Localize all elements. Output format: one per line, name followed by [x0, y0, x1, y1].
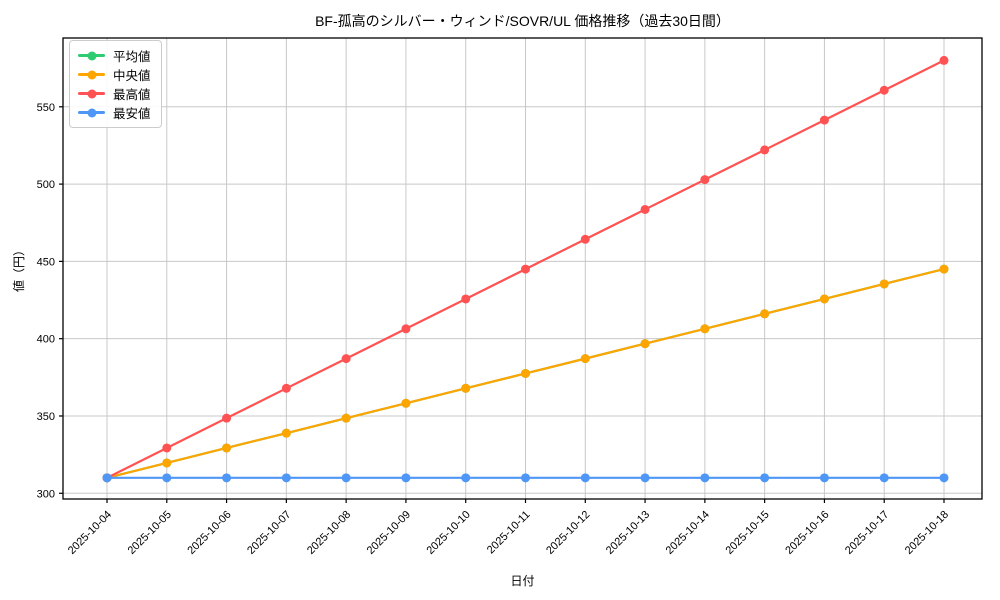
data-point — [760, 473, 770, 483]
data-point — [461, 383, 471, 393]
x-tick-label: 2025-10-16 — [783, 509, 831, 557]
x-tick-label: 2025-10-13 — [604, 509, 652, 557]
y-tick-label: 350 — [37, 411, 55, 423]
data-point — [281, 383, 291, 393]
data-point — [162, 473, 172, 483]
legend-line-marker-icon — [78, 108, 105, 117]
x-axis-label: 日付 — [510, 574, 535, 588]
data-point — [341, 354, 351, 364]
x-tick-label: 2025-10-05 — [126, 509, 174, 557]
data-point — [461, 294, 471, 304]
data-point — [401, 324, 411, 334]
data-point — [580, 234, 590, 244]
legend-dot-icon — [87, 51, 96, 60]
legend-line-marker-icon — [78, 70, 105, 79]
data-point — [580, 354, 590, 364]
data-point — [401, 473, 411, 483]
data-point — [939, 473, 949, 483]
data-point — [341, 413, 351, 423]
data-point — [760, 145, 770, 155]
data-point — [640, 339, 650, 349]
data-point — [162, 443, 172, 453]
data-point — [281, 473, 291, 483]
x-tick-label: 2025-10-14 — [664, 509, 712, 557]
x-tick-label: 2025-10-15 — [723, 509, 771, 557]
legend-line-marker-icon — [78, 89, 105, 98]
x-tick-label: 2025-10-09 — [365, 509, 413, 557]
chart-title: BF-孤高のシルバー・ウィンド/SOVR/UL 価格推移（過去30日間） — [315, 13, 730, 29]
data-point — [281, 428, 291, 438]
data-point — [879, 473, 889, 483]
legend-item: 中央値 — [78, 65, 151, 84]
data-point — [700, 324, 710, 334]
data-point — [760, 309, 770, 319]
legend-dot-icon — [87, 108, 96, 117]
data-point — [819, 473, 829, 483]
data-point — [521, 368, 530, 378]
data-point — [521, 264, 530, 274]
x-tick-label: 2025-10-18 — [903, 509, 951, 557]
data-point — [700, 175, 710, 185]
data-point — [401, 398, 411, 408]
legend-dot-icon — [87, 70, 96, 79]
legend-dot-icon — [87, 89, 96, 98]
y-tick-label: 400 — [37, 334, 55, 346]
legend-label: 最高値 — [113, 88, 151, 102]
x-tick-label: 2025-10-06 — [185, 509, 233, 557]
data-point — [162, 458, 172, 468]
data-point — [222, 413, 232, 423]
chart-legend: 平均値中央値最高値最安値 — [69, 40, 162, 128]
data-point — [640, 204, 650, 214]
legend-item: 最安値 — [78, 103, 151, 122]
data-point — [640, 473, 650, 483]
data-point — [879, 279, 889, 289]
data-point — [819, 115, 829, 125]
data-point — [939, 55, 949, 65]
data-point — [222, 473, 232, 483]
x-tick-label: 2025-10-12 — [544, 509, 592, 557]
x-tick-label: 2025-10-10 — [425, 509, 473, 557]
x-tick-label: 2025-10-04 — [66, 509, 114, 557]
legend-label: 平均値 — [113, 50, 151, 64]
x-tick-label: 2025-10-17 — [843, 509, 891, 557]
y-tick-label: 450 — [37, 256, 55, 268]
data-point — [521, 473, 530, 483]
data-point — [461, 473, 471, 483]
data-point — [700, 473, 710, 483]
data-point — [819, 294, 829, 304]
plot-border — [62, 37, 983, 500]
y-tick-label: 300 — [37, 488, 55, 500]
legend-label: 中央値 — [113, 69, 151, 83]
data-point — [939, 264, 949, 274]
legend-item: 最高値 — [78, 84, 151, 103]
y-tick-label: 500 — [37, 179, 55, 191]
data-point — [341, 473, 351, 483]
x-tick-label: 2025-10-08 — [305, 509, 353, 557]
legend-label: 最安値 — [113, 107, 151, 121]
data-point — [580, 473, 590, 483]
data-point — [102, 473, 112, 483]
y-tick-label: 550 — [37, 102, 55, 114]
legend-item: 平均値 — [78, 46, 151, 65]
data-point — [222, 443, 232, 453]
x-tick-label: 2025-10-11 — [485, 509, 533, 557]
x-tick-label: 2025-10-07 — [245, 509, 293, 557]
y-axis-label: 値（円） — [12, 244, 26, 293]
data-point — [879, 85, 889, 95]
legend-line-marker-icon — [78, 51, 105, 60]
